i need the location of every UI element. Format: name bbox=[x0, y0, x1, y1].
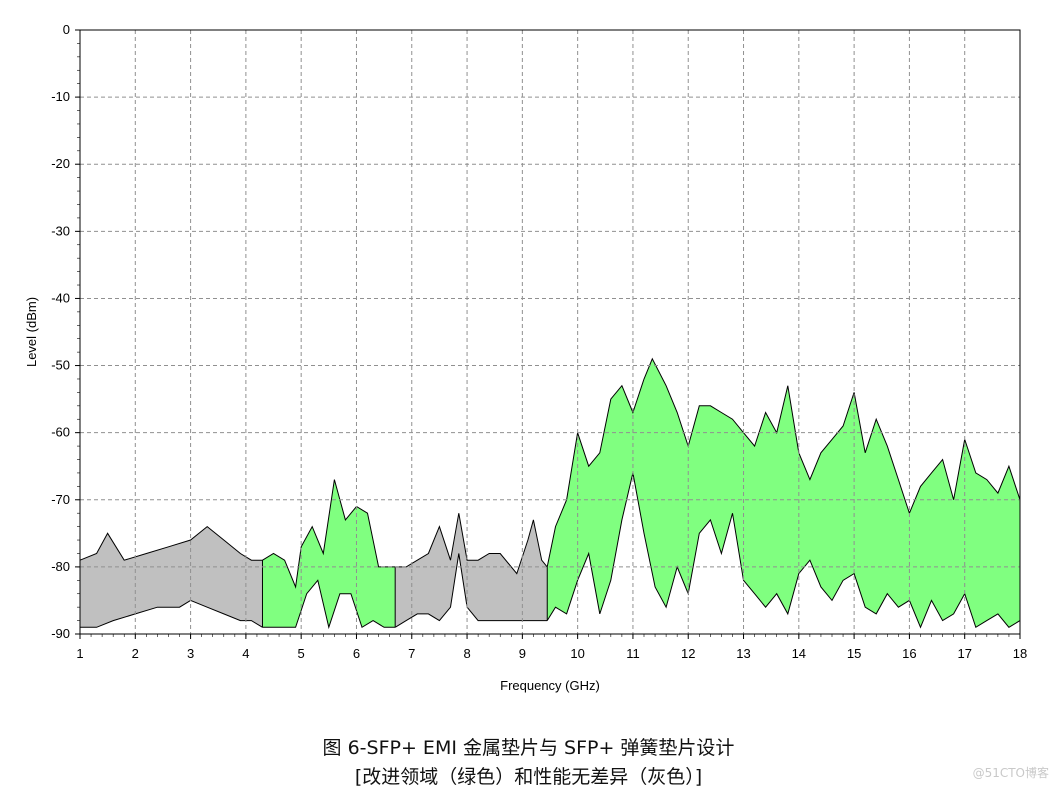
figure-caption-note: [改进领域（绿色）和性能无差异（灰色）] bbox=[354, 766, 703, 788]
x-tick-label: 7 bbox=[408, 646, 415, 661]
figure-caption-title: 图 6-SFP+ EMI 金属垫片与 SFP+ 弹簧垫片设计 bbox=[322, 737, 735, 759]
no-difference-region-2 bbox=[395, 513, 548, 628]
x-tick-label: 15 bbox=[847, 646, 861, 661]
y-tick-label: -90 bbox=[51, 626, 70, 641]
y-tick-label: -80 bbox=[51, 559, 70, 574]
no-difference-region-0 bbox=[80, 526, 263, 628]
y-tick-label: 0 bbox=[63, 22, 70, 37]
x-tick-label: 17 bbox=[957, 646, 971, 661]
lower-trace-1 bbox=[262, 579, 396, 630]
y-tick-label: -60 bbox=[51, 425, 70, 440]
upper-trace-0 bbox=[79, 525, 263, 561]
x-tick-label: 14 bbox=[792, 646, 806, 661]
upper-trace-1 bbox=[262, 479, 396, 589]
y-tick-label: -30 bbox=[51, 223, 70, 238]
x-tick-label: 2 bbox=[132, 646, 139, 661]
chart-grid bbox=[80, 30, 1020, 634]
x-tick-label: 12 bbox=[681, 646, 695, 661]
lower-trace-2 bbox=[394, 553, 548, 628]
improved-region-3 bbox=[547, 358, 1020, 628]
y-axis-ticks: 0 -10 -20 -30 -40 -50 -60 -70 -80 -90 bbox=[51, 22, 80, 641]
y-tick-label: -70 bbox=[51, 492, 70, 507]
y-tick-label: -20 bbox=[51, 156, 70, 171]
x-tick-label: 3 bbox=[187, 646, 194, 661]
x-axis-title: Frequency (GHz) bbox=[500, 678, 600, 693]
y-tick-label: -40 bbox=[51, 290, 70, 305]
y-tick-label: -50 bbox=[51, 358, 70, 373]
upper-trace-2 bbox=[395, 513, 548, 575]
x-tick-label: 6 bbox=[353, 646, 360, 661]
plot-frame bbox=[79, 29, 1021, 635]
emission-chart: 1 2 3 4 5 6 7 8 9 10 11 12 13 14 15 16 17 18 0-10-20-30-4… bbox=[24, 22, 1027, 693]
x-tick-label: 8 bbox=[463, 646, 470, 661]
x-tick-label: 9 bbox=[519, 646, 526, 661]
x-tick-label: 11 bbox=[626, 646, 640, 661]
x-tick-label: 10 bbox=[570, 646, 584, 661]
x-tick-label: 16 bbox=[902, 646, 916, 661]
lower-trace-0 bbox=[80, 599, 263, 628]
lower-trace-3 bbox=[546, 472, 1021, 629]
watermark: @51CTO博客 bbox=[972, 766, 1049, 780]
y-tick-label: -10 bbox=[51, 89, 70, 104]
upper-trace-3 bbox=[546, 357, 1021, 568]
x-tick-label: 1 bbox=[76, 646, 83, 661]
y-axis-title: Level (dBm) bbox=[24, 297, 39, 367]
x-tick-label: 4 bbox=[242, 646, 249, 661]
x-tick-label: 13 bbox=[736, 646, 750, 661]
x-tick-label: 5 bbox=[298, 646, 305, 661]
x-tick-label: 18 bbox=[1013, 646, 1027, 661]
x-axis-ticks: 1 2 3 4 5 6 7 8 9 10 11 12 13 14 15 16 17 18 bbox=[76, 634, 1027, 661]
emission-areas bbox=[79, 357, 1021, 630]
improved-region-1 bbox=[262, 479, 396, 628]
